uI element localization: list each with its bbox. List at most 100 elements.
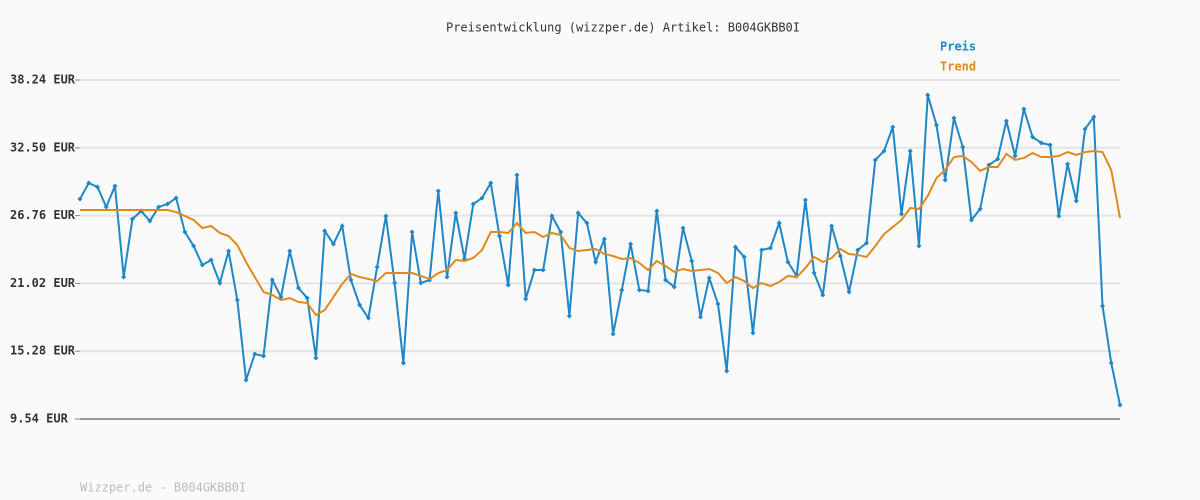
point-marker <box>77 196 83 202</box>
chart-title: Preisentwicklung (wizzper.de) Artikel: B… <box>446 21 800 35</box>
point-marker <box>925 92 931 98</box>
point-marker <box>968 217 974 223</box>
point-marker <box>872 157 878 163</box>
point-marker <box>505 282 511 288</box>
point-marker <box>261 353 267 359</box>
point-marker <box>855 247 861 253</box>
point-marker <box>156 204 162 210</box>
point-marker <box>365 315 371 321</box>
point-marker <box>907 148 913 154</box>
legend-entry: Trend <box>940 60 976 74</box>
point-marker <box>540 267 546 273</box>
point-marker <box>453 210 459 216</box>
y-tick-label: 32.50 EUR <box>10 140 76 154</box>
point-marker <box>636 287 642 293</box>
footer: Wizzper.de - B004GKBB0I <box>80 481 246 495</box>
point-marker <box>112 183 118 189</box>
point-marker <box>706 275 712 281</box>
point-marker <box>899 211 905 217</box>
point-marker <box>601 236 607 242</box>
point-marker <box>995 156 1001 162</box>
point-marker <box>1100 303 1106 309</box>
point-marker <box>654 208 660 214</box>
point-marker <box>383 213 389 219</box>
point-marker <box>514 172 520 178</box>
point-marker <box>619 287 625 293</box>
point-marker <box>881 148 887 154</box>
point-marker <box>759 247 765 253</box>
point-marker <box>846 289 852 295</box>
point-marker <box>1117 402 1123 408</box>
point-marker <box>1065 161 1071 167</box>
series-line <box>79 94 1121 406</box>
point-marker <box>671 284 677 290</box>
y-tick-label: 9.54 EUR <box>10 412 69 426</box>
point-marker <box>767 245 773 251</box>
point-marker <box>698 314 704 320</box>
point-marker <box>1073 198 1079 204</box>
point-marker <box>689 258 695 264</box>
point-marker <box>732 244 738 250</box>
point-marker <box>628 241 634 247</box>
point-marker <box>610 331 616 337</box>
point-marker <box>147 218 153 224</box>
point-marker <box>1056 213 1062 219</box>
point-marker <box>680 225 686 231</box>
point-marker <box>1012 153 1018 159</box>
point-marker <box>933 122 939 128</box>
point-marker <box>217 280 223 286</box>
point-marker <box>208 257 214 263</box>
point-marker <box>418 280 424 286</box>
point-marker <box>750 330 756 336</box>
point-marker <box>129 216 135 222</box>
series-line <box>80 149 1121 317</box>
point-marker <box>566 313 572 319</box>
point-marker <box>339 223 345 229</box>
point-marker <box>1021 106 1027 112</box>
point-marker <box>496 233 502 239</box>
point-marker <box>470 201 476 207</box>
point-marker <box>304 295 310 301</box>
point-marker <box>400 360 406 366</box>
point-marker <box>558 229 564 235</box>
point-marker <box>269 277 275 283</box>
point-marker <box>864 240 870 246</box>
point-marker <box>243 377 249 383</box>
point-marker <box>1003 118 1009 124</box>
point-marker <box>724 368 730 374</box>
point-marker <box>330 241 336 247</box>
point-marker <box>182 229 188 235</box>
point-marker <box>392 280 398 286</box>
point-marker <box>916 243 922 249</box>
point-marker <box>584 220 590 226</box>
point-marker <box>802 197 808 203</box>
point-marker <box>322 228 328 234</box>
y-tick-label: 21.02 EUR <box>10 276 76 290</box>
legend-entry: Preis <box>940 40 976 54</box>
point-marker <box>715 301 721 307</box>
y-tick-label: 38.24 EUR <box>10 73 76 87</box>
point-marker <box>348 277 354 283</box>
point-marker <box>191 243 197 249</box>
point-marker <box>1091 114 1097 120</box>
point-marker <box>295 285 301 291</box>
point-marker <box>837 253 843 259</box>
point-marker <box>86 180 92 186</box>
point-marker <box>785 259 791 265</box>
point-marker <box>531 267 537 273</box>
point-marker <box>374 264 380 270</box>
point-marker <box>164 201 170 207</box>
point-marker <box>951 115 957 121</box>
point-marker <box>488 180 494 186</box>
point-marker <box>523 296 529 302</box>
point-marker <box>829 223 835 229</box>
point-marker <box>1108 360 1114 366</box>
point-marker <box>741 254 747 260</box>
point-marker <box>820 292 826 298</box>
point-marker <box>663 277 669 283</box>
point-marker <box>103 204 109 210</box>
point-marker <box>199 262 205 268</box>
point-marker <box>444 274 450 280</box>
point-marker <box>1030 134 1036 140</box>
